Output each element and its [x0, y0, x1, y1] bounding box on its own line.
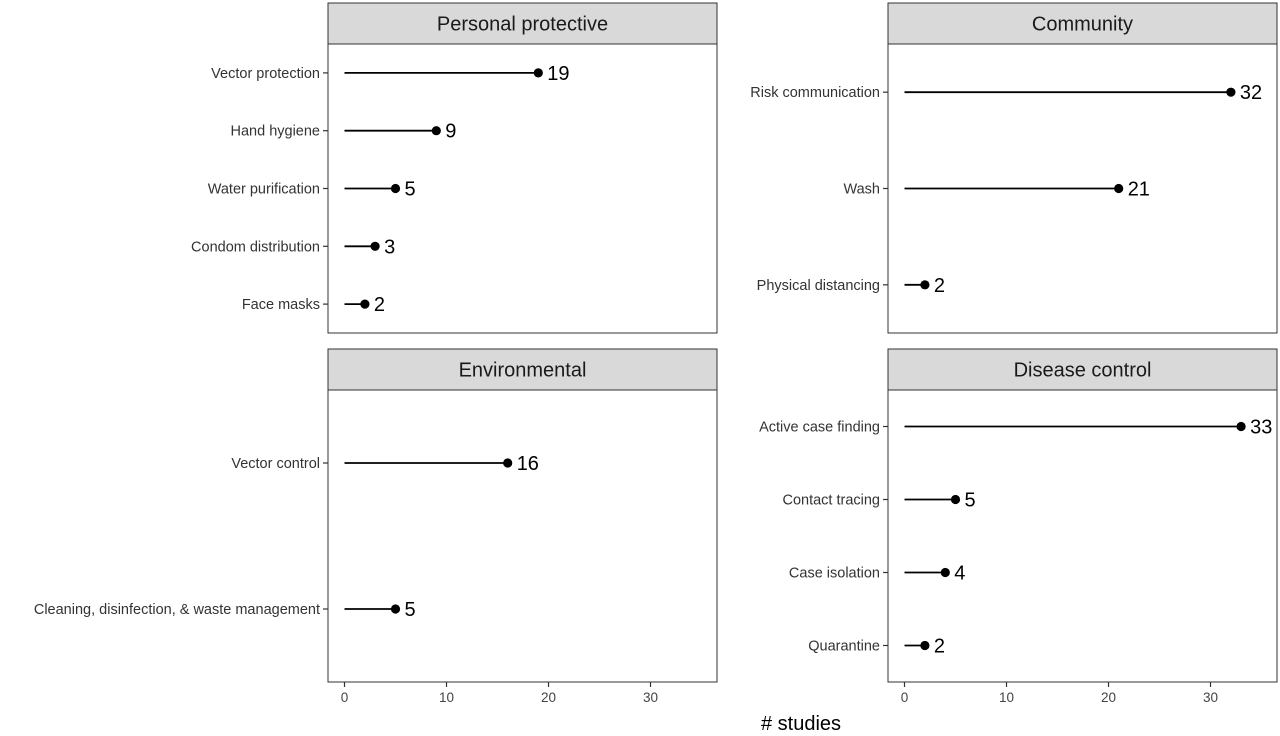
x-tick-label: 30	[643, 690, 658, 705]
category-label: Physical distancing	[757, 278, 880, 294]
x-tick-label: 20	[541, 690, 556, 705]
lollipop-point	[390, 604, 401, 614]
x-tick-label: 30	[1203, 690, 1218, 705]
value-label: 21	[1128, 179, 1150, 201]
panel-strip	[887, 348, 1278, 391]
panel-strip	[327, 348, 718, 391]
lollipop-point	[370, 241, 380, 251]
panel-frame	[887, 389, 1278, 683]
lollipop-point	[1114, 183, 1124, 194]
lollipop-point	[390, 183, 401, 194]
x-tick-label: 10	[999, 690, 1014, 705]
lollipop-point	[920, 640, 930, 651]
panel-frame	[327, 389, 718, 683]
category-label: Cleaning, disinfection, & waste manageme…	[34, 602, 320, 618]
value-label: 9	[445, 121, 456, 143]
value-label: 32	[1240, 82, 1262, 104]
category-label: Vector protection	[211, 66, 320, 82]
value-label: 5	[405, 599, 416, 621]
lollipop-point	[360, 299, 370, 309]
value-label: 5	[965, 490, 976, 512]
lollipop-point	[1226, 87, 1236, 97]
value-label: 5	[405, 179, 416, 201]
panel-personal-protective: Personal protective Vector protection 19 Ha…	[191, 2, 718, 334]
x-axis-title: # studies	[761, 713, 841, 735]
lollipop-point	[940, 567, 950, 578]
value-label: 19	[547, 63, 569, 85]
category-label: Contact tracing	[782, 493, 880, 509]
category-label: Vector control	[231, 456, 320, 472]
value-label: 3	[384, 236, 395, 258]
category-label: Water purification	[208, 182, 320, 198]
category-label: Hand hygiene	[231, 124, 321, 140]
panel-title: Disease control	[1014, 360, 1152, 382]
category-label: Wash	[843, 182, 880, 198]
value-label: 2	[934, 636, 945, 658]
value-label: 4	[954, 563, 965, 585]
value-label: 33	[1250, 417, 1272, 439]
lollipop-point	[920, 280, 930, 290]
value-label: 16	[517, 453, 539, 475]
panel-community: Community Risk communication 32 Wash 21 Physi…	[750, 2, 1278, 334]
category-label: Case isolation	[789, 566, 880, 582]
category-label: Condom distribution	[191, 239, 320, 255]
category-label: Risk communication	[750, 85, 880, 101]
lollipop-point	[1236, 421, 1246, 432]
value-label: 2	[374, 294, 385, 316]
panel-environmental: Environmental Vector control 16 Cleaning, d…	[34, 348, 718, 705]
lollipop-point	[950, 494, 961, 505]
x-tick-label: 0	[341, 690, 349, 705]
panel-title: Community	[1032, 14, 1133, 36]
lollipop-point	[503, 458, 513, 468]
lollipop-point	[533, 68, 543, 78]
lollipop-point	[431, 126, 441, 136]
panel-disease-control: Disease control Active case finding 33 Cont…	[759, 348, 1278, 705]
panel-title: Personal protective	[437, 14, 608, 36]
panel-strip	[327, 2, 718, 45]
panels-layer: Personal protective Vector protection 19 Ha…	[34, 2, 1278, 705]
x-tick-label: 10	[439, 690, 454, 705]
panel-title: Environmental	[459, 360, 587, 382]
category-label: Active case finding	[759, 420, 880, 436]
x-tick-label: 20	[1101, 690, 1116, 705]
value-label: 2	[934, 275, 945, 297]
x-tick-label: 0	[901, 690, 909, 705]
category-label: Face masks	[242, 297, 320, 313]
category-label: Quarantine	[808, 639, 880, 655]
